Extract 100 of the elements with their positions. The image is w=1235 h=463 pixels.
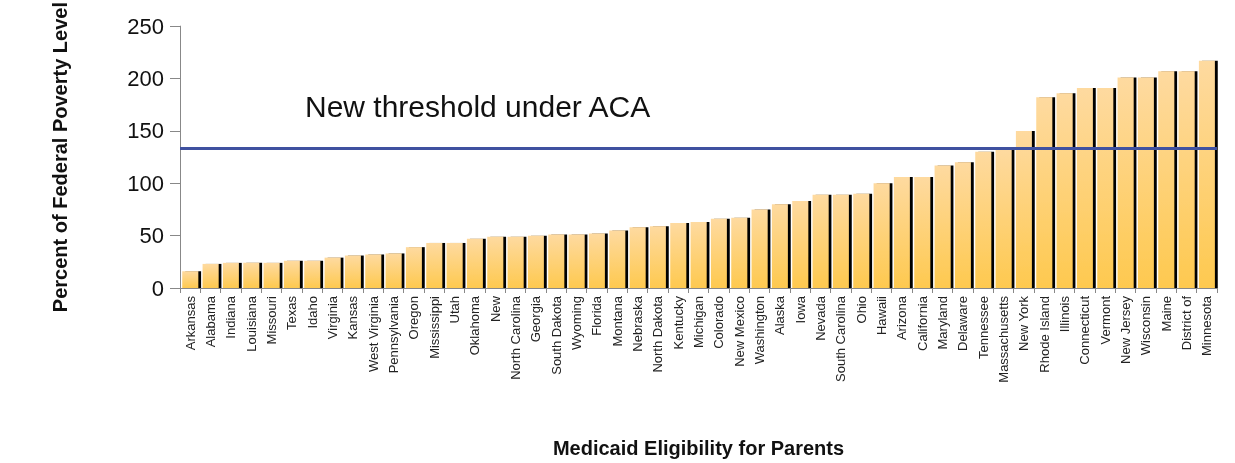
bar (283, 260, 300, 288)
bar (263, 262, 280, 288)
bar (873, 183, 890, 288)
x-tick-label: Alabama (203, 295, 218, 348)
y-tick-label: 50 (139, 223, 164, 249)
bar (771, 204, 788, 288)
bar (751, 209, 768, 288)
x-tick-label: Tennessee (975, 296, 991, 359)
x-tick-label: Vermont (1097, 295, 1113, 345)
bar (832, 194, 849, 288)
x-tick-label: Oklahoma (467, 295, 483, 356)
x-tick-label: Pennsylvania (386, 295, 401, 374)
bar (568, 234, 585, 288)
bar (324, 257, 341, 288)
x-tick-label: Alaska (772, 295, 788, 336)
x-tick-label: Nevada (813, 295, 828, 341)
x-tick-label: West Virginia (365, 295, 381, 373)
x-tick-label: South Dakota (548, 295, 564, 375)
x-tick-label: Oregon (406, 296, 422, 340)
bar (1178, 71, 1195, 288)
bar (731, 217, 748, 288)
x-tick-label: Georgia (528, 295, 544, 343)
bar (792, 201, 809, 288)
bar (446, 242, 463, 288)
bar (487, 236, 504, 288)
x-tick-label: Louisiana (243, 295, 259, 352)
bar (588, 233, 605, 288)
x-tick-label: Rhode Island (1036, 296, 1052, 373)
x-tick-label: District of (1179, 295, 1194, 351)
y-tick-label: 100 (127, 170, 164, 196)
x-tick-label: Maine (1158, 296, 1174, 332)
bar (1036, 97, 1053, 288)
x-tick-label: Michigan (691, 296, 706, 349)
x-tick-label: Montana (609, 295, 625, 347)
bar (304, 260, 321, 288)
x-tick-label: Ohio (853, 296, 869, 324)
bar (1158, 71, 1175, 288)
x-tick-label: Minnesota (1199, 295, 1215, 356)
x-tick-label: Connecticut (1077, 295, 1093, 365)
ref-line-label: New threshold under ACA (305, 90, 651, 124)
bar (182, 271, 199, 288)
bar (649, 226, 666, 288)
x-tick-label: Massachusetts (996, 295, 1011, 383)
x-tick-label: Wyoming (569, 296, 584, 351)
bar (1056, 93, 1073, 288)
bar (629, 227, 646, 288)
bar (670, 223, 687, 288)
x-tick-label: Nebraska (630, 295, 645, 352)
bar (466, 238, 483, 288)
bar (1076, 87, 1093, 288)
x-tick-label: California (914, 295, 930, 351)
x-tick-label: Illinois (1057, 295, 1072, 333)
bar (527, 235, 544, 288)
x-tick-label: Kansas (345, 295, 361, 340)
x-tick-label: North Carolina (508, 295, 523, 380)
x-tick-label: Idaho (304, 296, 320, 329)
x-axis-title: Medicaid Eligibility for Parents (552, 437, 845, 459)
bar (385, 253, 402, 288)
y-tick-label: 250 (127, 13, 164, 39)
x-tick-label: Iowa (792, 295, 808, 324)
x-tick-label: Texas (284, 295, 300, 330)
bar (690, 222, 707, 288)
bar (609, 230, 626, 288)
bar (954, 162, 971, 288)
bar (1117, 77, 1134, 288)
bar (914, 176, 931, 288)
bar (995, 148, 1012, 288)
y-tick-label: 200 (127, 66, 164, 91)
x-tick-label: Hawaii (874, 295, 889, 336)
bar (853, 193, 870, 288)
x-tick-label: South Carolina (833, 295, 849, 382)
x-tick-label: Washington (752, 296, 767, 365)
x-tick-label: Mississippi (426, 295, 442, 359)
bar (1137, 77, 1154, 288)
bar (426, 242, 443, 288)
bar (344, 255, 361, 288)
x-tick-label: Utah (447, 296, 462, 324)
y-tick-label: 0 (151, 275, 164, 301)
bar (243, 262, 260, 288)
x-tick-label: Virginia (325, 295, 340, 340)
bar (1097, 87, 1114, 288)
bar (893, 176, 910, 288)
bar (202, 263, 219, 288)
x-tick-label: Maryland (935, 296, 950, 350)
x-tick-label: Florida (589, 295, 605, 336)
bar (507, 236, 524, 288)
x-tick-label: Colorado (711, 296, 727, 349)
x-tick-label: Missouri (264, 295, 279, 345)
bar (1198, 60, 1215, 288)
x-tick-label: Delaware (955, 296, 971, 351)
bar (222, 262, 239, 288)
bar (975, 151, 992, 288)
x-tick-label: Arizona (894, 295, 910, 341)
bar (934, 165, 951, 288)
y-tick-label: 150 (127, 118, 164, 144)
bar (710, 218, 727, 288)
y-axis-title: Percent of Federal Poverty Level (49, 1, 71, 313)
x-tick-label: Kentucky (670, 295, 686, 350)
x-tick-label: New York (1016, 295, 1032, 351)
bar (1015, 130, 1032, 288)
